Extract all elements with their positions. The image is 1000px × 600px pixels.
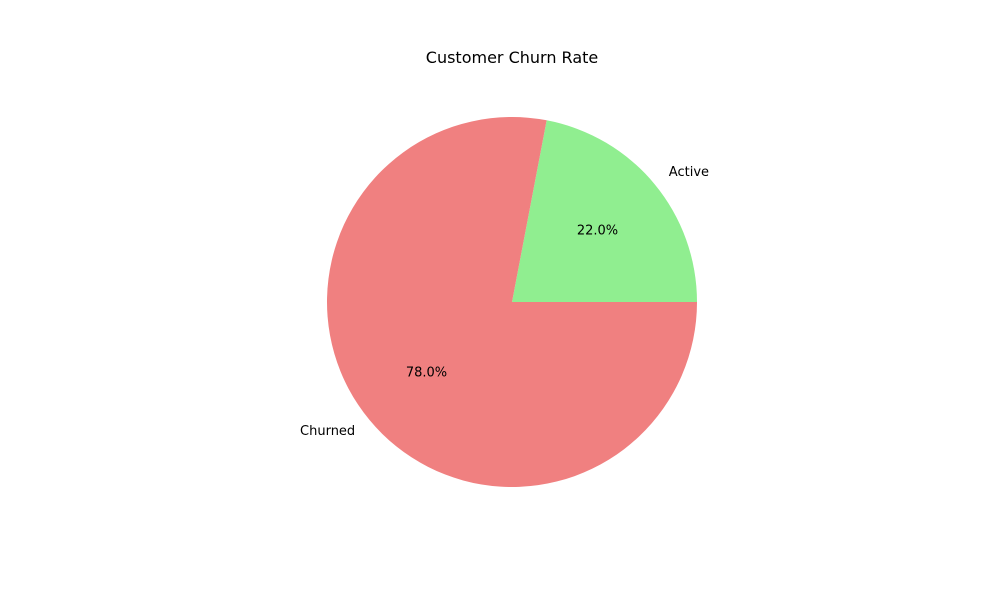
- pct-label-active: 22.0%: [577, 224, 618, 239]
- pie-slice-churned: [327, 117, 697, 488]
- slice-label-active: Active: [669, 165, 709, 180]
- slice-label-churned: Churned: [300, 424, 355, 439]
- pct-label-churned: 78.0%: [406, 365, 447, 380]
- chart-title: Customer Churn Rate: [426, 48, 598, 67]
- pie-slices: [327, 117, 697, 488]
- pie-labels: Active 22.0% Churned 78.0%: [300, 165, 709, 439]
- pie-slice-active: [512, 120, 697, 302]
